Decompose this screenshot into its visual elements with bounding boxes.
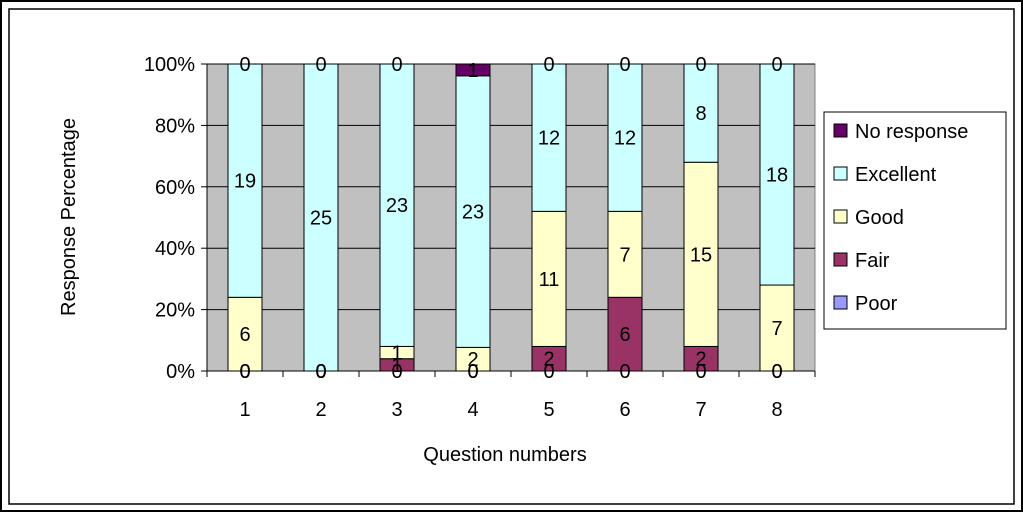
bar-segment-good — [531, 210, 567, 347]
data-label: 0 — [619, 54, 630, 76]
legend-label: No response — [855, 121, 968, 143]
data-label: 0 — [543, 54, 554, 76]
data-label: 23 — [386, 195, 408, 217]
data-label: 1 — [391, 355, 402, 377]
bar-segment-fair — [683, 345, 719, 372]
data-label: 0 — [239, 361, 250, 383]
x-tick-label: 2 — [315, 399, 326, 421]
data-label: 0 — [467, 361, 478, 383]
data-label: 6 — [239, 324, 250, 346]
x-tick-label: 6 — [619, 399, 630, 421]
y-tick-label: 0% — [166, 361, 195, 383]
data-label: 7 — [619, 244, 630, 266]
data-label: 8 — [695, 103, 706, 125]
data-label: 1 — [391, 343, 402, 365]
x-tick-label: 4 — [467, 399, 478, 421]
data-label: 0 — [771, 361, 782, 383]
data-label: 0 — [543, 361, 554, 383]
bar-segment-excellent — [607, 63, 643, 212]
legend-swatch — [833, 252, 848, 267]
y-tick-label: 20% — [155, 300, 195, 322]
data-label: 2 — [543, 349, 554, 371]
data-label: 12 — [614, 128, 636, 150]
bar-segment-excellent — [379, 63, 415, 347]
bar-segment-excellent — [303, 63, 339, 372]
data-label: 2 — [467, 349, 478, 371]
legend-swatch — [833, 295, 848, 310]
bar-segment-good — [759, 284, 795, 372]
x-tick-label: 8 — [771, 399, 782, 421]
bars-layer — [227, 63, 795, 372]
data-label: 0 — [467, 361, 478, 383]
y-tick-label: 100% — [144, 54, 195, 76]
y-axis: 0% 20% 40% 60% 80% 100% — [144, 54, 208, 383]
data-label: 11 — [539, 269, 560, 291]
data-label: 0 — [315, 54, 326, 76]
data-labels-layer: 0061900002500112300022310211120067120021… — [234, 54, 788, 383]
legend-box — [823, 111, 1007, 330]
bar-segment-excellent — [531, 63, 567, 212]
data-label: 0 — [619, 361, 630, 383]
data-label: 0 — [239, 361, 250, 383]
data-label: 0 — [695, 361, 706, 383]
data-label: 0 — [391, 361, 402, 383]
bar-segment-excellent — [227, 63, 263, 298]
data-label: 0 — [315, 361, 326, 383]
data-label: 23 — [462, 202, 484, 224]
bar-segment-good — [683, 161, 719, 347]
data-label: 0 — [771, 361, 782, 383]
x-axis: 1 2 3 4 5 6 7 8 — [206, 370, 816, 421]
data-label: 12 — [538, 128, 560, 150]
data-label: 18 — [766, 165, 788, 187]
legend-label: Poor — [855, 293, 898, 315]
data-label: 1 — [467, 60, 478, 82]
data-label: 15 — [690, 244, 712, 266]
inner-border — [8, 8, 1015, 505]
data-label: 7 — [771, 318, 782, 340]
data-label: 0 — [391, 54, 402, 76]
bar-segment-excellent — [683, 63, 719, 163]
data-label: 25 — [310, 208, 332, 230]
bar-segment-no-response — [455, 63, 491, 77]
data-label: 0 — [771, 54, 782, 76]
data-label: 0 — [315, 361, 326, 383]
legend-label: Excellent — [855, 164, 937, 186]
x-tick-label: 7 — [695, 399, 706, 421]
data-label: 2 — [695, 349, 706, 371]
legend-label: Fair — [855, 250, 890, 272]
data-label: 0 — [695, 54, 706, 76]
data-label: 0 — [315, 361, 326, 383]
x-tick-label: 1 — [239, 399, 250, 421]
y-tick-label: 40% — [155, 238, 195, 260]
y-axis-title: Response Percentage — [58, 118, 80, 316]
x-tick-label: 5 — [543, 399, 554, 421]
plot-area — [206, 63, 816, 372]
legend: No response Excellent Good Fair Poor — [823, 111, 1007, 330]
bar-segment-excellent — [759, 63, 795, 286]
legend-swatch — [833, 209, 848, 224]
x-tick-label: 3 — [391, 399, 402, 421]
legend-label: Good — [855, 207, 904, 229]
data-label: 19 — [234, 171, 256, 193]
x-axis-title: Question numbers — [423, 444, 586, 466]
bar-segment-good — [227, 296, 263, 372]
y-tick-label: 80% — [155, 115, 195, 137]
y-tick-label: 60% — [155, 177, 195, 199]
data-label: 0 — [239, 54, 250, 76]
data-label: 6 — [619, 324, 630, 346]
legend-swatch — [833, 123, 848, 138]
legend-swatch — [833, 166, 848, 181]
